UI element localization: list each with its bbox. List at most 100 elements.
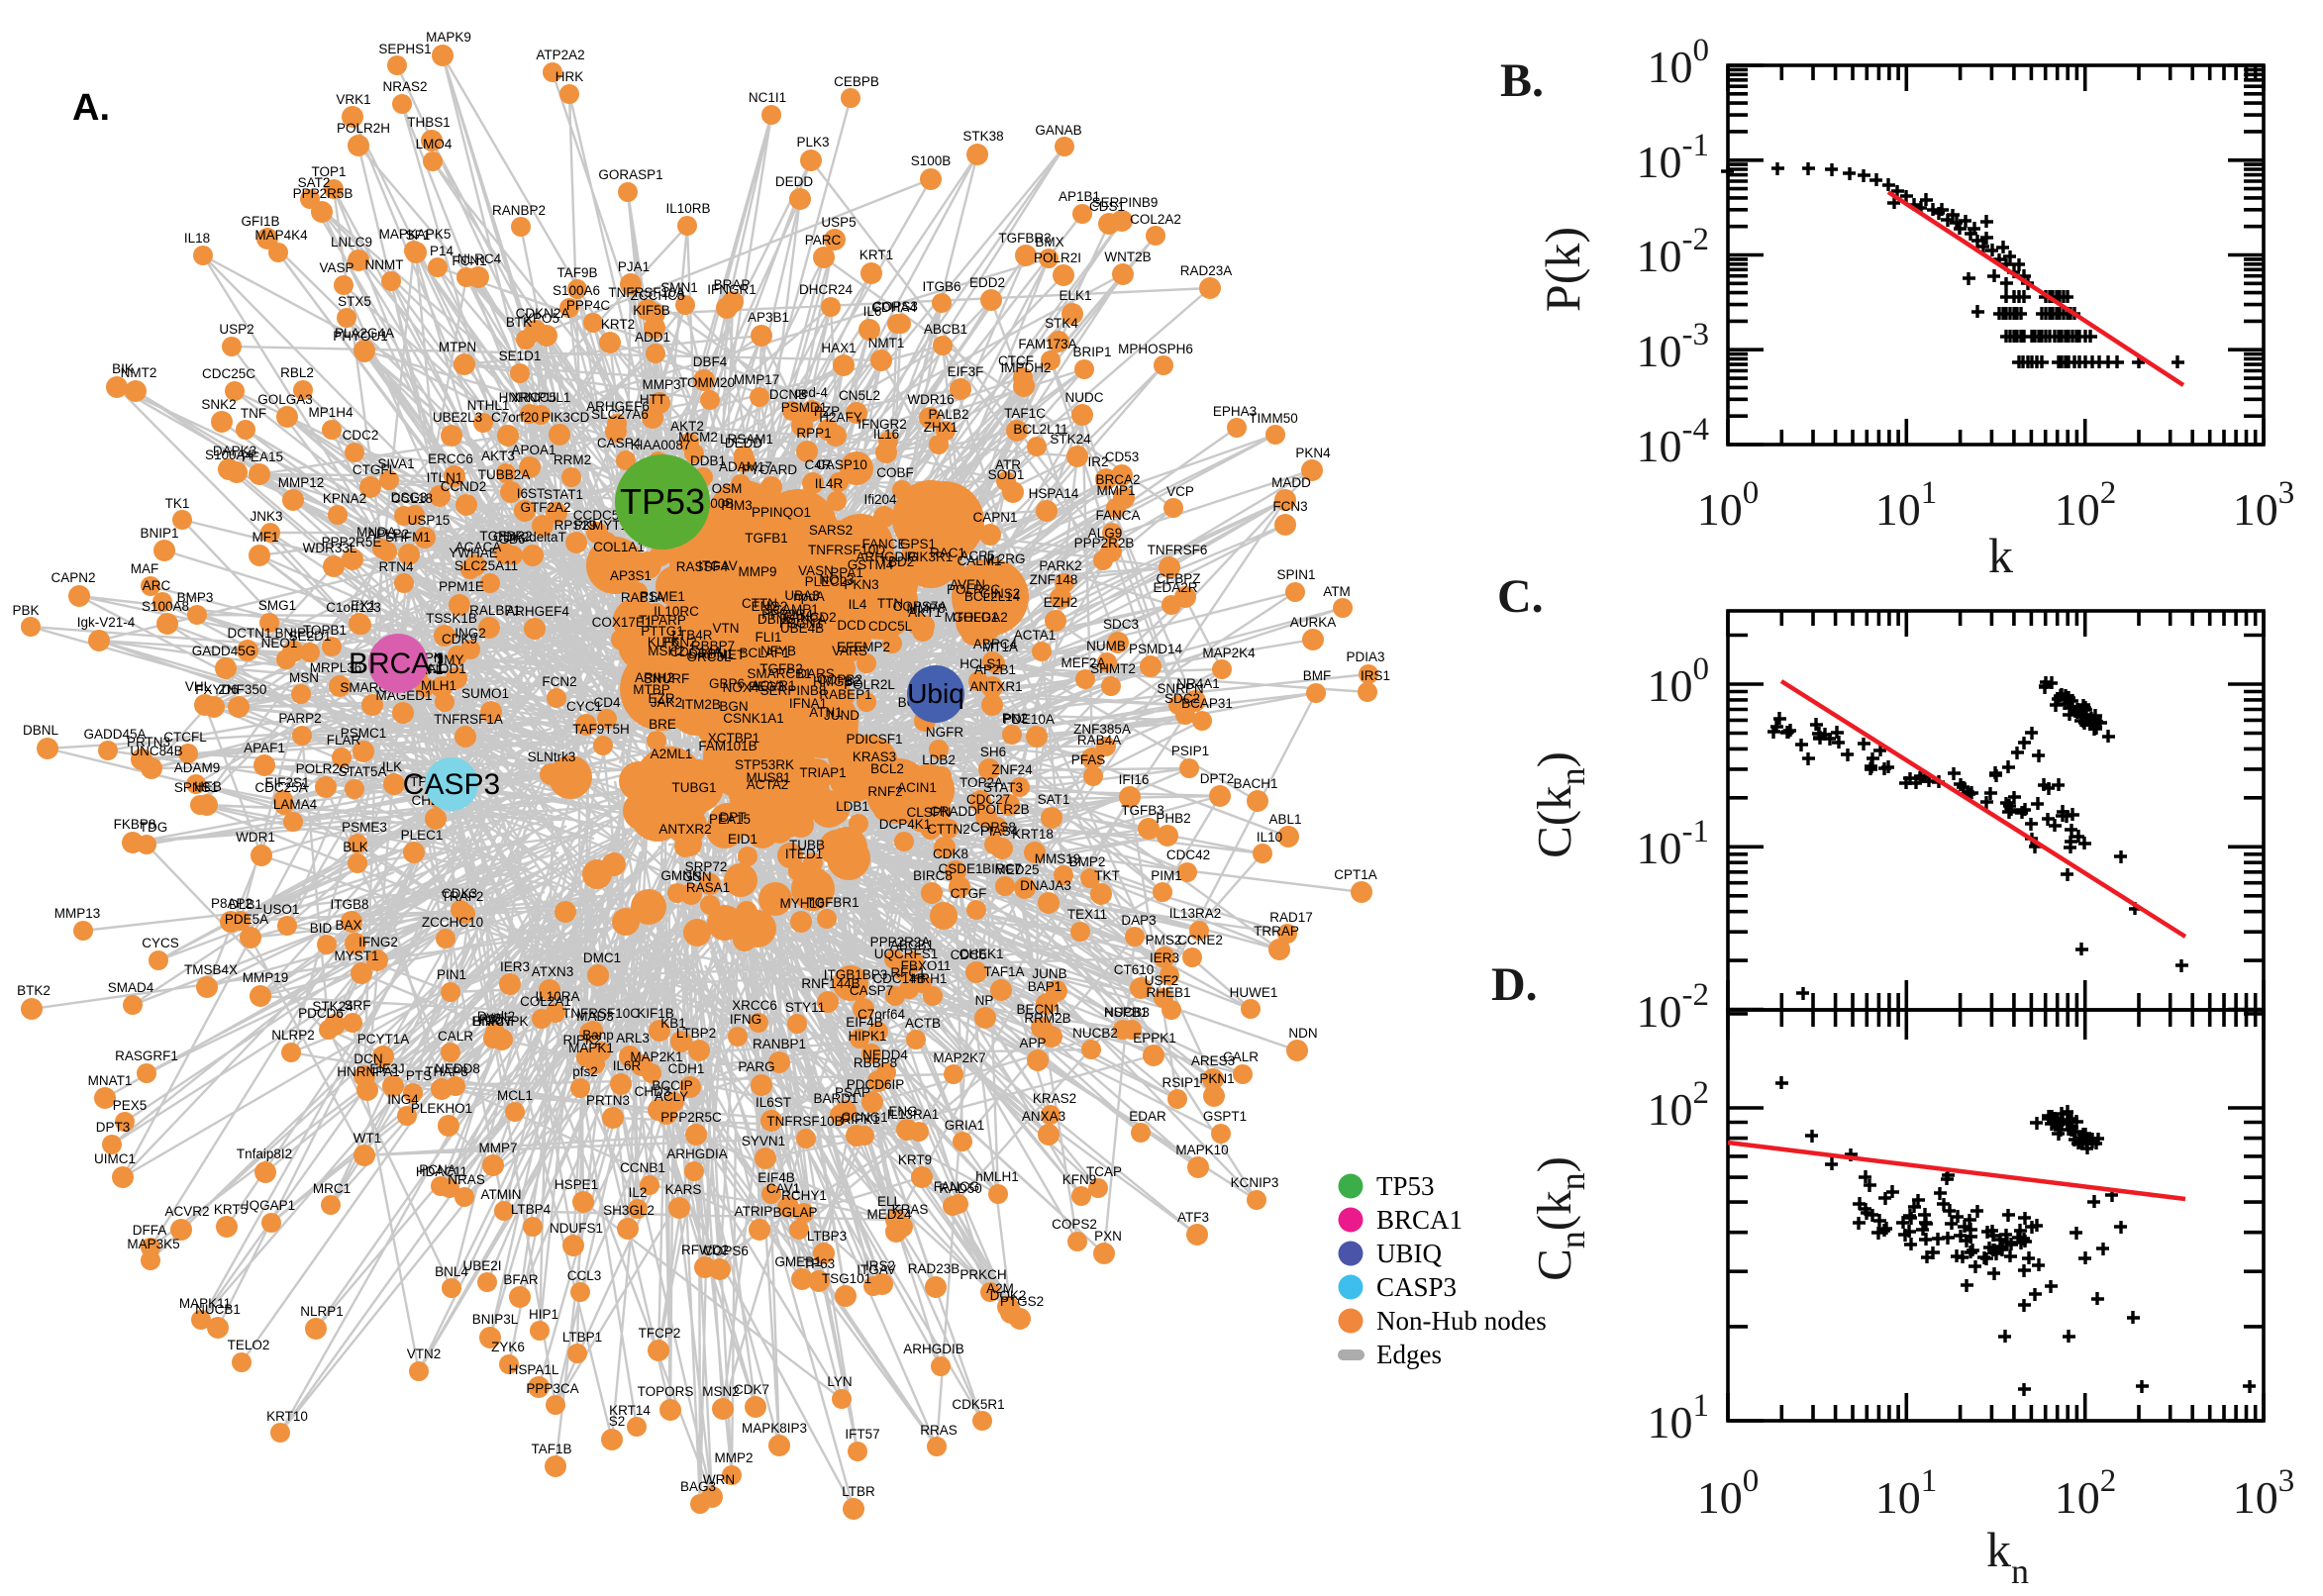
svg-text:MAPK8IP3: MAPK8IP3 bbox=[742, 1421, 807, 1436]
svg-text:MMP19: MMP19 bbox=[243, 970, 289, 985]
svg-text:IL6: IL6 bbox=[863, 304, 882, 319]
svg-text:TAF1A: TAF1A bbox=[983, 964, 1024, 979]
svg-text:Banp: Banp bbox=[582, 1028, 614, 1043]
svg-text:PIN1: PIN1 bbox=[437, 967, 466, 982]
svg-text:HMGB2: HMGB2 bbox=[813, 674, 860, 689]
svg-text:ARES3: ARES3 bbox=[1191, 1053, 1235, 1068]
svg-text:ITGAV: ITGAV bbox=[698, 558, 738, 573]
svg-text:ITED1: ITED1 bbox=[785, 847, 823, 861]
svg-text:COPS8: COPS8 bbox=[970, 820, 1016, 835]
svg-text:RRAS: RRAS bbox=[920, 1423, 958, 1438]
svg-text:ITGAV: ITGAV bbox=[857, 1262, 896, 1277]
svg-text:NEDD4: NEDD4 bbox=[862, 1047, 908, 1062]
svg-text:RAC1: RAC1 bbox=[930, 546, 965, 560]
svg-text:JMY: JMY bbox=[438, 652, 464, 667]
svg-text:CCL18: CCL18 bbox=[391, 491, 433, 506]
svg-text:KRAS: KRAS bbox=[892, 1202, 929, 1217]
svg-text:TOMM20: TOMM20 bbox=[679, 375, 735, 390]
svg-text:RSIP1: RSIP1 bbox=[1162, 1075, 1200, 1090]
svg-text:PRKCH: PRKCH bbox=[960, 1267, 1006, 1282]
svg-text:BCL2L14: BCL2L14 bbox=[964, 589, 1021, 604]
svg-text:IFNGR1: IFNGR1 bbox=[707, 282, 757, 297]
svg-text:CDS1: CDS1 bbox=[1089, 199, 1125, 214]
svg-text:APLP2: APLP2 bbox=[367, 527, 409, 542]
svg-text:VTN: VTN bbox=[713, 621, 740, 636]
svg-text:DPT: DPT bbox=[720, 810, 747, 825]
svg-text:STK24: STK24 bbox=[1050, 432, 1091, 447]
svg-text:COL1A1: COL1A1 bbox=[593, 540, 645, 554]
svg-text:TGFBR2: TGFBR2 bbox=[479, 529, 532, 544]
svg-text:MNAT1: MNAT1 bbox=[88, 1073, 133, 1088]
svg-text:KRT10: KRT10 bbox=[266, 1409, 308, 1424]
svg-text:CTTN2: CTTN2 bbox=[927, 822, 970, 837]
svg-text:MAP2K4: MAP2K4 bbox=[1202, 646, 1256, 660]
svg-text:DCP4K1: DCP4K1 bbox=[879, 817, 932, 832]
svg-text:POLR2H: POLR2H bbox=[337, 121, 390, 136]
svg-text:NOL3: NOL3 bbox=[819, 572, 854, 587]
svg-text:MYST1: MYST1 bbox=[334, 948, 378, 963]
svg-text:EZH2: EZH2 bbox=[1044, 595, 1078, 610]
svg-text:WNT2B: WNT2B bbox=[1104, 249, 1151, 264]
svg-text:HIP1: HIP1 bbox=[529, 1307, 558, 1322]
svg-text:CHD3: CHD3 bbox=[635, 1084, 671, 1099]
svg-text:STK24: STK24 bbox=[312, 999, 354, 1014]
svg-text:DOK2: DOK2 bbox=[990, 1288, 1027, 1303]
svg-text:KRT1: KRT1 bbox=[859, 248, 893, 262]
svg-text:PIM3: PIM3 bbox=[721, 498, 753, 513]
svg-text:ENG: ENG bbox=[888, 1104, 917, 1119]
svg-text:ENG2: ENG2 bbox=[752, 599, 788, 614]
svg-text:ADD1: ADD1 bbox=[635, 330, 670, 345]
svg-text:BLK: BLK bbox=[343, 840, 368, 854]
svg-text:ITGB8: ITGB8 bbox=[330, 897, 368, 912]
svg-text:USO1: USO1 bbox=[263, 902, 300, 917]
svg-text:SYVN1: SYVN1 bbox=[742, 1134, 785, 1148]
svg-text:CDC5L: CDC5L bbox=[868, 619, 913, 634]
svg-text:BTK2: BTK2 bbox=[17, 983, 50, 998]
svg-text:FCN1: FCN1 bbox=[452, 253, 486, 268]
svg-text:CHEK1: CHEK1 bbox=[959, 947, 1003, 961]
svg-text:BGLAP: BGLAP bbox=[772, 1205, 817, 1220]
svg-text:YWHAE: YWHAE bbox=[449, 546, 498, 560]
svg-text:PPP2R5E: PPP2R5E bbox=[322, 535, 382, 549]
svg-text:PTTG1: PTTG1 bbox=[641, 624, 684, 639]
svg-text:TUBB2A: TUBB2A bbox=[478, 467, 531, 482]
svg-text:EIF4B: EIF4B bbox=[846, 1015, 883, 1030]
svg-text:MRC1: MRC1 bbox=[313, 1181, 351, 1196]
svg-text:FKBP8: FKBP8 bbox=[114, 817, 156, 832]
svg-text:EIF3F: EIF3F bbox=[948, 364, 984, 379]
svg-text:NC1I1: NC1I1 bbox=[749, 90, 786, 105]
svg-text:RAD23A: RAD23A bbox=[1180, 263, 1233, 278]
svg-text:ORC3L: ORC3L bbox=[686, 649, 732, 664]
svg-text:CDK5R1: CDK5R1 bbox=[952, 1397, 1004, 1412]
svg-text:NRAS: NRAS bbox=[448, 1172, 485, 1187]
svg-text:ARHGEF4: ARHGEF4 bbox=[506, 604, 569, 619]
svg-text:EDA2R: EDA2R bbox=[1153, 580, 1197, 595]
svg-text:IFI16: IFI16 bbox=[1119, 772, 1150, 787]
svg-text:LDB1: LDB1 bbox=[836, 799, 869, 814]
svg-text:C7orf64: C7orf64 bbox=[858, 1007, 906, 1022]
svg-text:LTBP2: LTBP2 bbox=[676, 1026, 716, 1041]
svg-text:CRADD: CRADD bbox=[930, 804, 977, 819]
svg-text:CDK9: CDK9 bbox=[442, 632, 477, 647]
svg-text:KRT9: KRT9 bbox=[898, 1152, 932, 1167]
svg-text:PPA1: PPA1 bbox=[830, 565, 863, 580]
svg-text:Non-Hub nodes: Non-Hub nodes bbox=[1376, 1306, 1547, 1336]
svg-text:APOA1: APOA1 bbox=[511, 443, 556, 457]
svg-text:RNF2: RNF2 bbox=[867, 784, 902, 799]
svg-text:TSG101: TSG101 bbox=[822, 1271, 871, 1286]
svg-text:CASP3: CASP3 bbox=[1376, 1272, 1457, 1302]
svg-text:IER3: IER3 bbox=[500, 959, 530, 974]
svg-text:DFFA: DFFA bbox=[133, 1223, 167, 1238]
svg-text:ZYK6: ZYK6 bbox=[491, 1340, 525, 1354]
svg-text:DPT2: DPT2 bbox=[1200, 771, 1235, 786]
svg-text:IFNA1: IFNA1 bbox=[789, 696, 827, 711]
svg-text:POLR2C: POLR2C bbox=[947, 582, 1000, 597]
svg-text:TOP1: TOP1 bbox=[311, 164, 346, 179]
svg-text:NLRP1: NLRP1 bbox=[300, 1304, 344, 1319]
svg-text:FANCD2: FANCD2 bbox=[783, 610, 836, 625]
svg-text:TEX11: TEX11 bbox=[1067, 907, 1107, 922]
svg-text:RASGRF1: RASGRF1 bbox=[115, 1048, 178, 1063]
svg-text:PEX5: PEX5 bbox=[113, 1098, 148, 1113]
svg-text:pfs2: pfs2 bbox=[572, 1064, 598, 1079]
svg-text:CCNB1: CCNB1 bbox=[620, 1160, 665, 1175]
